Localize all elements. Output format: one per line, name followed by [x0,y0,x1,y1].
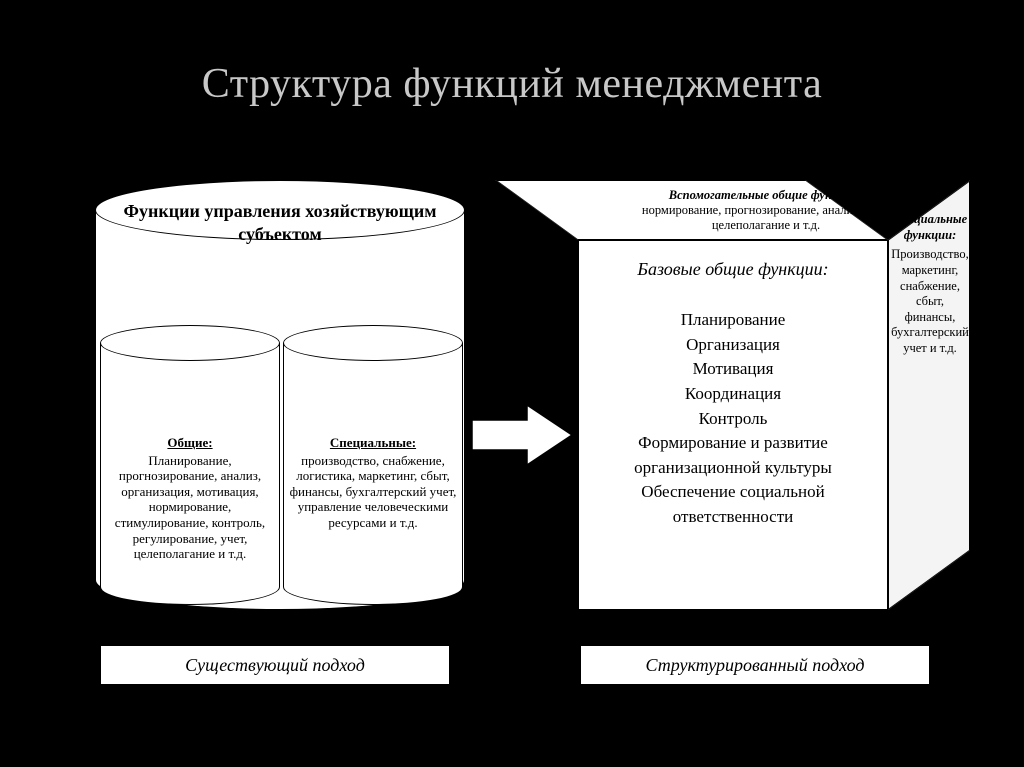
cube-top-body: нормирование, прогнозирование, анализ, у… [642,203,890,232]
cube-top-heading: Вспомогательные общие функции: [669,188,864,202]
cube-side-body: Производство, маркетинг, снабжение, сбыт… [891,247,969,355]
cube-side-heading: Специальные функции: [890,212,970,243]
general-body: Планирование, прогнозирование, анализ, о… [115,453,265,562]
cube-front-list: ПланированиеОрганизацияМотивацияКоордина… [597,308,869,530]
cylinder-inner-special-text: Специальные: производство, снабжение, ло… [289,435,457,531]
cube-front-face: Базовые общие функции: ПланированиеОрган… [578,240,888,610]
special-heading: Специальные: [289,435,457,451]
diagram-stage: Функции управления хозяйствующим субъект… [0,150,1024,710]
cube-front-heading: Базовые общие функции: [597,259,869,280]
caption-structured-approach: Структурированный подход [580,645,930,685]
cylinder-inner-general: Общие: Планирование, прогнозирование, ан… [100,325,280,605]
arrow-icon [472,405,572,465]
general-heading: Общие: [106,435,274,451]
special-body: производство, снабжение, логистика, марк… [290,453,457,530]
cylinder-outer-label: Функции управления хозяйствующим субъект… [95,200,465,245]
cube: Базовые общие функции: ПланированиеОрган… [578,180,978,610]
cylinder-inner-special: Специальные: производство, снабжение, ло… [283,325,463,605]
cube-side-label: Специальные функции: Производство, марке… [890,212,970,357]
slide-title: Структура функций менеджмента [0,60,1024,108]
cylinder-inner-general-text: Общие: Планирование, прогнозирование, ан… [106,435,274,562]
caption-existing-approach: Существующий подход [100,645,450,685]
cube-top-label: Вспомогательные общие функции: нормирова… [616,180,916,240]
cylinder-inner-special-top [283,325,463,361]
cylinder-inner-general-top [100,325,280,361]
